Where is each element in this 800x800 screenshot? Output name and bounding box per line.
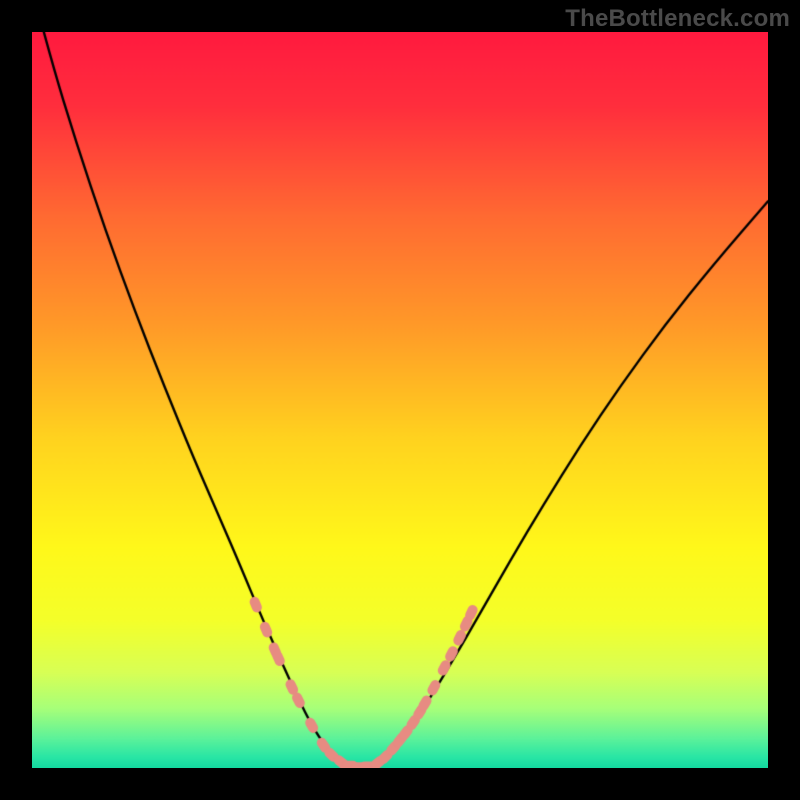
watermark-text: TheBottleneck.com xyxy=(565,5,790,33)
chart-canvas xyxy=(32,32,768,768)
chart-plot-area xyxy=(32,32,768,768)
